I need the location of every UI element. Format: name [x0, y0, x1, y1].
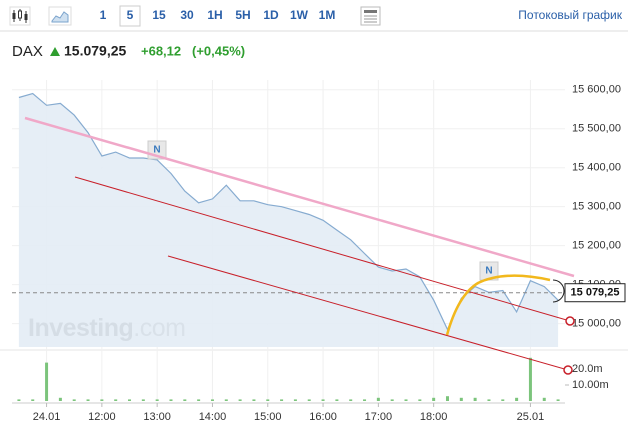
volume-bar — [432, 397, 436, 401]
change: +68,12 — [141, 43, 181, 58]
y-tick-label: 15 600,00 — [572, 84, 621, 96]
volume-bar — [210, 399, 214, 401]
x-tick-label: 12:00 — [88, 411, 116, 423]
x-tick-label: 18:00 — [420, 411, 448, 423]
volume-bar — [307, 399, 311, 401]
volume-bar — [58, 397, 62, 401]
y2-tick-label: 20.0m — [572, 363, 603, 375]
volume-bar — [141, 399, 145, 401]
volume-bar — [445, 396, 449, 401]
volume-bar — [183, 399, 187, 401]
volume-bar — [459, 397, 463, 401]
news-marker[interactable]: N — [153, 145, 160, 156]
x-tick-label: 17:00 — [365, 411, 393, 423]
volume-bar — [487, 399, 491, 401]
handle[interactable] — [563, 365, 573, 375]
interval-button[interactable]: 1H — [207, 8, 222, 22]
volume-bar — [86, 399, 90, 401]
volume-bar — [321, 399, 325, 401]
interval-button[interactable]: 15 — [152, 8, 166, 22]
volume-bar — [238, 399, 242, 401]
symbol: DAX — [12, 43, 43, 60]
volume-bar — [542, 397, 546, 401]
interval-button[interactable]: 1 — [100, 8, 107, 22]
volume-bar — [17, 399, 21, 401]
interval-button[interactable]: 30 — [180, 8, 194, 22]
interval-button[interactable]: 5 — [127, 8, 134, 22]
y-tick-label: 15 300,00 — [572, 201, 621, 213]
trend-line — [167, 255, 569, 371]
up-arrow — [50, 47, 60, 56]
active-interval-box — [119, 5, 141, 27]
last-price-label: 15 079,25 — [571, 287, 620, 299]
volume-bar — [266, 399, 270, 401]
area-icon[interactable] — [48, 6, 72, 26]
interval-button[interactable]: 5H — [235, 8, 250, 22]
interval-button[interactable]: 1D — [263, 8, 279, 22]
drawing-tools — [24, 116, 575, 375]
volume-bar — [45, 362, 49, 401]
volume-bar — [335, 399, 339, 401]
volume-bar — [280, 399, 284, 401]
y-tick-label: 15 000,00 — [572, 318, 621, 330]
volume-bar — [100, 399, 104, 401]
x-tick-label: 16:00 — [309, 411, 337, 423]
y-tick-label: 15 500,00 — [572, 123, 621, 135]
interval-button[interactable]: 1M — [319, 8, 336, 22]
volume-bar — [376, 397, 380, 401]
x-tick-label: 15:00 — [254, 411, 282, 423]
volume-bar — [349, 399, 353, 401]
interval-button[interactable]: 1W — [290, 8, 309, 22]
volume-bar — [197, 399, 201, 401]
volume-bar — [556, 399, 560, 401]
volume-bar — [31, 399, 35, 401]
volume-bar — [114, 399, 118, 401]
volume-bar — [72, 399, 76, 401]
x-tick-label: 14:00 — [199, 411, 227, 423]
news-marker[interactable]: N — [485, 266, 492, 277]
trend-line — [24, 116, 575, 278]
streaming-link[interactable]: Потоковый график — [518, 8, 622, 22]
arc-handle — [552, 279, 565, 303]
volume-bar — [404, 399, 408, 401]
candle-icon[interactable] — [9, 6, 31, 26]
last-price-tag — [564, 283, 626, 303]
volume-bar — [473, 397, 477, 401]
volume-bar — [293, 399, 297, 401]
x-tick-label: 24.01 — [33, 411, 61, 423]
volume-bar — [128, 399, 132, 401]
y2-tick-label: 10.00m — [572, 379, 609, 391]
volume-bar — [363, 399, 367, 401]
volume-bar — [252, 399, 256, 401]
trend-line — [74, 176, 571, 322]
y-tick-label: 15 400,00 — [572, 162, 621, 174]
volume-bar — [515, 397, 519, 401]
price: 15.079,25 — [64, 43, 126, 59]
arc-tool — [445, 274, 551, 336]
volume-bar — [155, 399, 159, 401]
volume-bar — [418, 399, 422, 401]
volume-bar — [501, 399, 505, 401]
volume-bar — [390, 399, 394, 401]
volume-bar — [224, 399, 228, 401]
x-tick-label: 13:00 — [143, 411, 171, 423]
volume-bar — [169, 399, 173, 401]
settings-icon[interactable] — [360, 6, 381, 26]
x-tick-label: 25.01 — [517, 411, 545, 423]
handle[interactable] — [565, 316, 575, 326]
y-tick-label: 15 200,00 — [572, 240, 621, 252]
change-pct: (+0,45%) — [192, 43, 245, 58]
volume-bar — [528, 357, 532, 401]
